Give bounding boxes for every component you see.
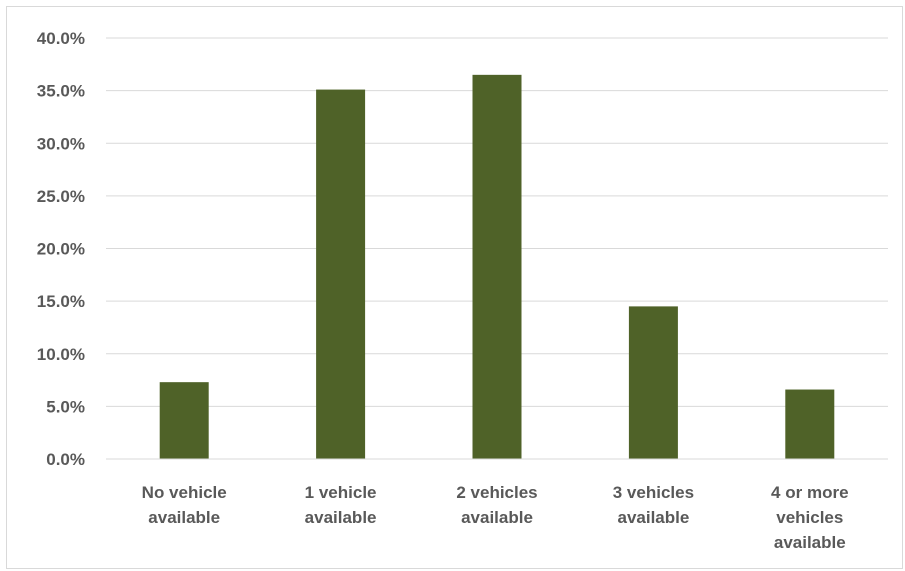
bar	[159, 382, 209, 459]
bar	[316, 89, 366, 459]
bar	[785, 389, 835, 459]
x-category-label: available	[774, 533, 846, 552]
x-category-label: 3 vehicles	[613, 483, 694, 502]
x-category-labels: No vehicle available 1 vehicle available 2 v…	[142, 483, 849, 552]
x-category-label: No vehicle	[142, 483, 227, 502]
x-category-label: 2 vehicles	[456, 483, 537, 502]
x-category-label: 4 or more	[771, 483, 848, 502]
x-category-label: available	[148, 508, 220, 527]
x-category-label: vehicles	[776, 508, 843, 527]
bar	[628, 306, 678, 459]
bar	[472, 74, 522, 460]
x-category-label: 1 vehicle	[305, 483, 377, 502]
x-category-label: available	[305, 508, 377, 527]
y-tick-labels: 0.0% 5.0% 10.0% 15.0% 20.0% 25.0% 30.0% 35.0% 40…	[37, 29, 85, 469]
y-tick-label: 40.0%	[37, 29, 85, 48]
chart-frame	[6, 6, 903, 569]
y-tick-label: 20.0%	[37, 240, 85, 259]
y-tick-label: 15.0%	[37, 292, 85, 311]
y-tick-label: 5.0%	[46, 397, 85, 416]
bars	[159, 74, 835, 460]
y-tick-label: 0.0%	[46, 450, 85, 469]
y-tick-label: 35.0%	[37, 82, 85, 101]
x-category-label: available	[461, 508, 533, 527]
y-tick-label: 30.0%	[37, 134, 85, 153]
x-category-label: available	[617, 508, 689, 527]
y-tick-label: 25.0%	[37, 187, 85, 206]
y-tick-label: 10.0%	[37, 345, 85, 364]
